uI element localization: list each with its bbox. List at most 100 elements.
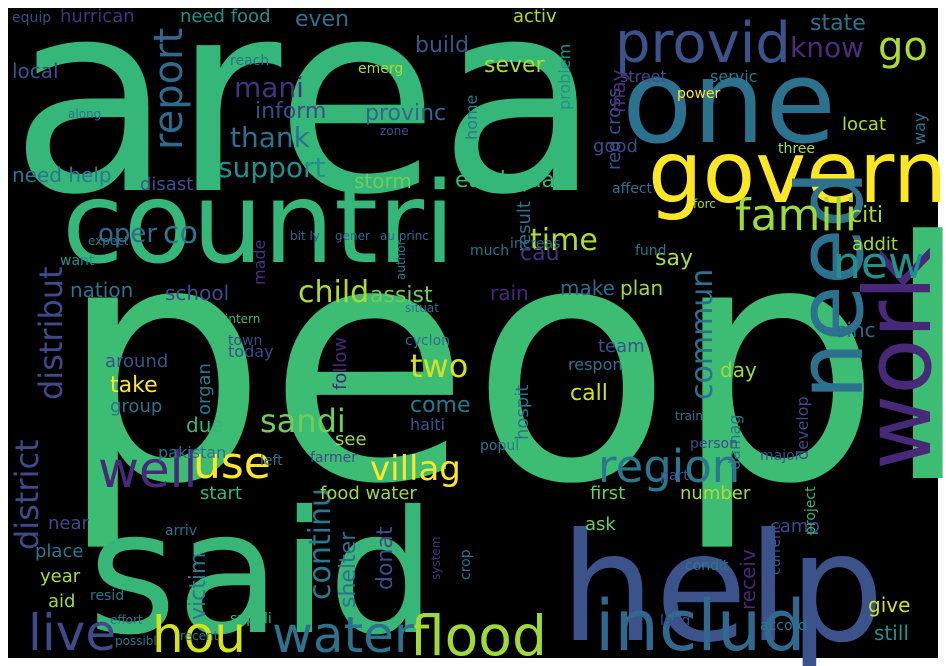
word: plan xyxy=(620,276,663,300)
word: go xyxy=(878,24,928,70)
word: water xyxy=(272,606,415,664)
word: recent xyxy=(180,629,219,643)
word: day xyxy=(720,358,757,382)
word: camp xyxy=(770,516,820,537)
word: near xyxy=(48,513,90,534)
word: project xyxy=(803,486,819,535)
word: need xyxy=(777,170,884,400)
word: call xyxy=(570,381,608,406)
word: take xyxy=(110,373,158,398)
word: come xyxy=(410,393,471,418)
word: condit xyxy=(685,558,729,574)
word: hurrican xyxy=(60,6,135,27)
word: intern xyxy=(225,312,260,326)
word: major xyxy=(760,448,801,464)
word: sever xyxy=(484,53,546,78)
word: well xyxy=(98,441,197,499)
word: system xyxy=(429,537,443,580)
word: crop xyxy=(458,549,474,580)
word: part xyxy=(660,468,689,484)
word: still xyxy=(874,621,909,645)
word: emerg xyxy=(358,61,403,77)
word: power xyxy=(677,86,721,102)
word: affect xyxy=(612,181,653,197)
word: commun xyxy=(685,269,720,400)
word: countri xyxy=(62,159,455,289)
word: suppli xyxy=(230,611,272,627)
word: continu xyxy=(303,488,338,600)
word: result xyxy=(514,201,535,252)
word: way xyxy=(910,113,929,145)
word: farmer xyxy=(310,450,357,466)
word: hou xyxy=(152,606,246,664)
word: today xyxy=(228,342,274,361)
word: state xyxy=(810,11,866,36)
word: child xyxy=(298,275,369,310)
word: number xyxy=(680,483,751,504)
word: person xyxy=(690,436,738,452)
word: need food xyxy=(180,6,271,27)
word: resid xyxy=(90,588,124,604)
word: two xyxy=(410,347,468,385)
word: author xyxy=(394,240,408,280)
word: live xyxy=(28,604,116,662)
word: organ xyxy=(194,363,215,415)
word: expect xyxy=(88,234,129,248)
word: region xyxy=(598,440,740,493)
word: help xyxy=(560,502,884,666)
word: left xyxy=(260,453,283,469)
word: sinc xyxy=(836,318,876,342)
word: respon xyxy=(568,355,623,374)
word: street xyxy=(620,67,667,86)
word: addit xyxy=(852,234,898,255)
word: one xyxy=(622,36,836,170)
word: peopl xyxy=(58,172,946,556)
word: build xyxy=(415,33,469,58)
word: start xyxy=(200,483,242,504)
word: work xyxy=(845,247,946,470)
word: forc xyxy=(693,197,716,211)
word: even xyxy=(295,7,349,32)
word: damag xyxy=(725,414,744,470)
word: popul xyxy=(480,438,519,454)
background xyxy=(8,8,938,658)
word: nation xyxy=(70,278,133,302)
word: co xyxy=(163,216,198,251)
word: see xyxy=(335,429,367,450)
word: storm xyxy=(354,169,412,193)
word: land xyxy=(660,613,690,629)
word: due xyxy=(186,413,224,437)
word: want xyxy=(60,253,95,269)
word: give xyxy=(868,593,910,617)
word: cyclon xyxy=(405,333,450,349)
word: home xyxy=(462,95,481,140)
word: cau xyxy=(520,241,560,266)
word: local xyxy=(12,59,59,83)
word: shelter xyxy=(336,531,361,608)
word: bit ly xyxy=(290,229,320,243)
word: increas xyxy=(510,236,560,252)
word: time xyxy=(530,223,598,258)
word: equip xyxy=(12,10,51,26)
word: provid xyxy=(615,11,791,76)
word: support xyxy=(218,151,326,184)
word: current xyxy=(768,524,784,575)
word: receiv xyxy=(736,549,760,610)
word: haiti xyxy=(410,415,445,434)
word: reach xyxy=(230,53,269,69)
word: make xyxy=(560,276,615,300)
word: locat xyxy=(842,114,886,135)
word: au princ xyxy=(380,229,429,243)
word: district xyxy=(8,439,46,550)
word: train xyxy=(675,409,703,423)
word: may xyxy=(606,69,630,113)
word: town xyxy=(228,333,262,349)
word: possibl xyxy=(115,634,157,648)
word: red cross xyxy=(604,88,625,170)
word: zone xyxy=(380,124,409,138)
word: need help xyxy=(12,163,112,187)
word: develop xyxy=(793,396,812,460)
word: thank xyxy=(230,121,311,154)
word: problem xyxy=(555,44,574,110)
word: accord xyxy=(760,618,807,634)
